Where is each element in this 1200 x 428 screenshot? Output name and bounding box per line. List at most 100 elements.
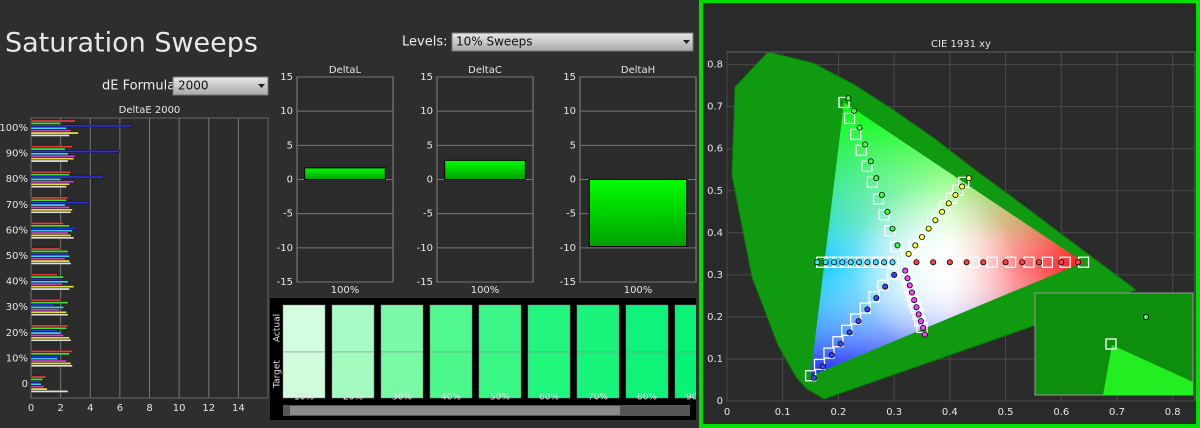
dropdown-arrow [683, 40, 690, 44]
x-tick-label: 0.2 [830, 407, 846, 418]
x-tick-label: 0.5 [998, 407, 1014, 418]
actual-point [867, 158, 874, 165]
bar [30, 203, 66, 207]
swatch-target [282, 351, 326, 399]
actual-point [839, 259, 846, 266]
actual-point [872, 259, 879, 266]
actual-point [846, 329, 853, 336]
bar [30, 390, 69, 393]
actual-point [1075, 259, 1082, 266]
actual-point [856, 124, 863, 131]
actual-point [908, 289, 915, 296]
chart-title: DeltaC [468, 65, 502, 76]
zoom-actual [1142, 313, 1150, 321]
actual-point [855, 318, 862, 325]
formula-dropdown[interactable] [172, 76, 269, 96]
actual-point [952, 191, 959, 198]
actual-point [906, 282, 913, 289]
swatch-actual [282, 304, 326, 353]
page-title: Saturation Sweeps [5, 28, 258, 59]
bar [30, 331, 61, 335]
actual-point [847, 259, 854, 266]
zoom-gamut [1103, 345, 1193, 395]
bar [30, 339, 72, 342]
actual-point [912, 242, 919, 249]
levels-dropdown[interactable] [451, 32, 694, 52]
scrollbar-thumb[interactable] [290, 406, 620, 415]
actual-point [913, 259, 920, 266]
actual-point [902, 267, 909, 274]
y-tick-label: 5 [427, 140, 433, 151]
x-tick-label: 14 [232, 403, 245, 414]
bar [30, 285, 75, 288]
bar [30, 350, 73, 353]
bar [30, 283, 63, 286]
target-point [901, 249, 914, 261]
y-tick-label: 0.4 [707, 228, 723, 239]
formula-label: dE Formula: [102, 79, 180, 94]
bar [30, 183, 70, 186]
x-tick-label: 0 [28, 403, 34, 414]
y-tick-label: 0.2 [707, 312, 723, 323]
target-point [843, 112, 856, 125]
y-tick-label: 0.5 [707, 186, 723, 197]
target-point [910, 302, 922, 314]
swatch-label: 60% [539, 393, 559, 403]
bar [30, 134, 70, 137]
y-tick-label: 70% [6, 200, 28, 211]
bar [30, 175, 104, 179]
target-point [914, 233, 926, 245]
bar [30, 129, 72, 132]
y-tick-label: 5 [287, 140, 293, 151]
y-tick-label: 0 [570, 175, 576, 186]
bar [30, 250, 69, 253]
bar [30, 159, 69, 163]
actual-point [864, 306, 871, 313]
bar [30, 327, 67, 330]
y-tick-label: 30% [6, 302, 28, 313]
y-tick-label: 0 [287, 175, 293, 186]
y-tick-label: 0 [717, 396, 723, 407]
y-tick-label: -5 [423, 209, 433, 220]
bar [30, 224, 70, 228]
bar [30, 234, 72, 237]
target-point [832, 336, 844, 348]
swatch-target [576, 351, 620, 399]
x-tick-label: 0.3 [886, 407, 902, 418]
chart-title: DeltaE 2000 [119, 105, 181, 116]
actual-point [845, 95, 852, 102]
target-point [986, 256, 998, 268]
bar [30, 385, 45, 388]
bar [30, 359, 67, 363]
target-point [933, 208, 945, 220]
bar [30, 362, 72, 365]
y-tick-label: 40% [6, 277, 28, 288]
bar [444, 159, 526, 181]
bar [30, 313, 69, 316]
actual-point [884, 208, 891, 215]
bar [30, 196, 69, 200]
x-tick-label: 0.7 [1109, 407, 1125, 418]
actual-point [965, 175, 972, 182]
bar [30, 127, 67, 130]
actual-point [878, 191, 885, 198]
bar [30, 122, 61, 125]
bar [30, 206, 70, 209]
target-point [890, 241, 902, 253]
actual-point [1058, 259, 1065, 266]
actual-point [921, 331, 928, 338]
swatch-label: 80% [637, 393, 657, 403]
bar [30, 357, 58, 360]
y-tick-label: 10% [6, 353, 28, 364]
actual-point [814, 259, 821, 266]
y-tick-label: -15 [560, 277, 576, 288]
actual-point [980, 259, 987, 266]
swatch-target [380, 351, 424, 399]
actual-point [915, 311, 922, 318]
dropdown-arrow [258, 84, 265, 88]
x-tick-label: 4 [87, 403, 93, 414]
chart-title: DeltaH [621, 65, 655, 76]
swatch-label: 50% [490, 393, 510, 403]
y-tick-label: -15 [417, 277, 433, 288]
